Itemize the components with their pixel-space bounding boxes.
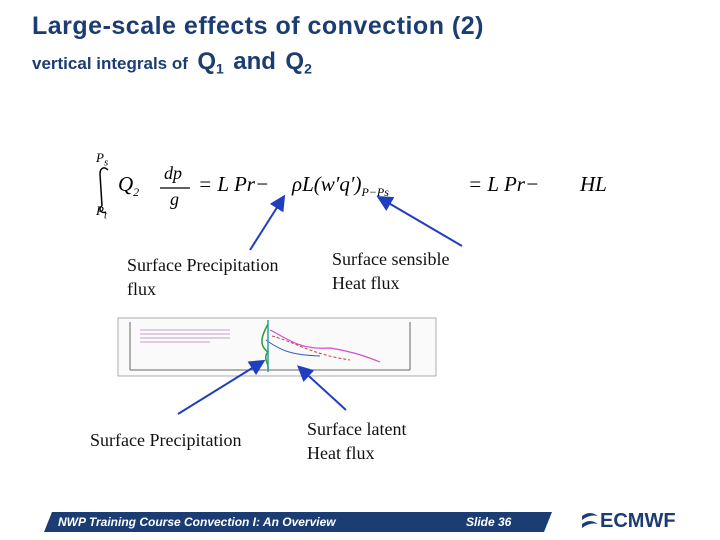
q2: Q <box>285 48 305 75</box>
eq-num: dp <box>164 163 182 183</box>
label: Surface Precipitation <box>90 428 241 452</box>
text: P <box>96 150 104 165</box>
text: P−Ps <box>361 185 389 200</box>
eq-lower: Pt <box>96 203 107 222</box>
text: s <box>103 156 109 169</box>
logo-icon <box>582 513 598 528</box>
title: Large-scale effects of convection (2) <box>32 12 484 40</box>
text: Heat flux <box>307 443 375 463</box>
text: Surface sensible <box>332 249 450 269</box>
text: Surface Precipitation <box>127 255 279 275</box>
q1-sub: 1 <box>216 60 224 77</box>
text: Q <box>118 172 134 196</box>
label: Surface Precipitation flux <box>127 253 278 301</box>
mini-chart <box>117 317 437 377</box>
text: t <box>103 209 107 222</box>
text: flux <box>127 279 156 299</box>
label: Surface sensible Heat flux <box>332 247 449 295</box>
text: Surface Precipitation <box>90 430 242 450</box>
logo: ECMWF <box>600 510 676 532</box>
text: P <box>96 203 104 218</box>
subtitle: vertical integrals of Q1 and Q2 <box>32 48 312 76</box>
and: and <box>233 48 276 75</box>
eq-1: = L Pr− <box>198 172 270 196</box>
eq-q: Q2 <box>118 172 139 200</box>
subtitle-text: vertical integrals of <box>32 54 188 73</box>
eq-2: = L Pr− <box>468 172 540 196</box>
footer-slide: Slide 36 <box>466 515 512 529</box>
arrows <box>177 194 463 415</box>
text: Surface latent <box>307 419 407 439</box>
text: 2 <box>133 185 140 200</box>
label: Surface latent Heat flux <box>307 417 406 465</box>
text: ρL(w′q′) <box>292 172 362 196</box>
integral <box>99 167 109 214</box>
eq-den: g <box>170 189 179 209</box>
eq-hl: HL <box>580 172 607 196</box>
footer-course: NWP Training Course Convection I: An Ove… <box>58 515 336 529</box>
footer-band <box>44 512 552 532</box>
q1: Q <box>197 48 217 75</box>
eq-flux: ρL(w′q′)P−Ps <box>292 172 389 200</box>
text: Heat flux <box>332 273 400 293</box>
q2-sub: 2 <box>304 60 312 77</box>
eq-upper: Ps <box>96 150 108 169</box>
